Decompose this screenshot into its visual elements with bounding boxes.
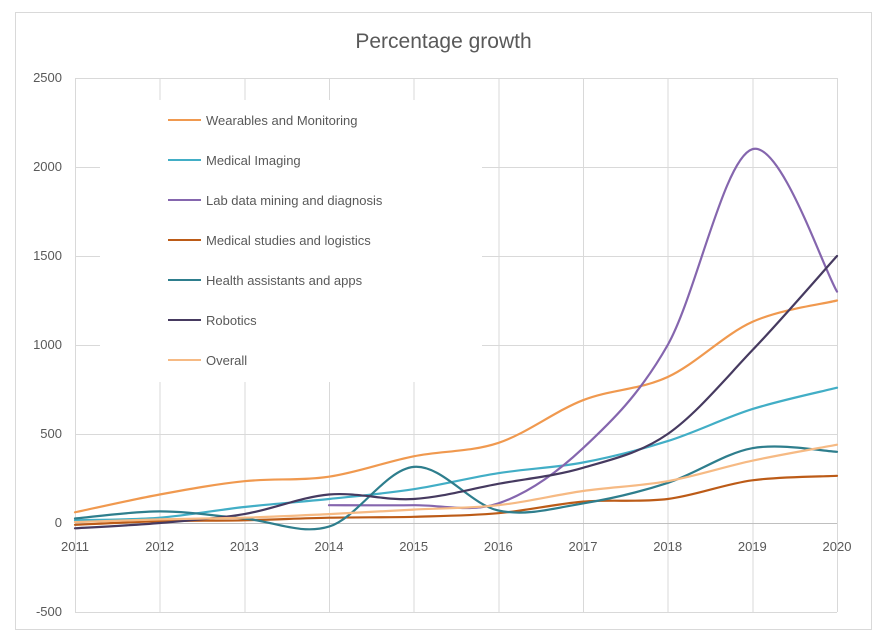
legend-label: Overall [206, 352, 248, 368]
y-axis-tick-label: 0 [54, 515, 62, 530]
y-axis-tick-label: 2000 [33, 159, 62, 174]
legend-label: Medical Imaging [206, 152, 301, 168]
legend-label: Wearables and Monitoring [206, 112, 358, 128]
y-axis-tick-label: 500 [40, 426, 62, 441]
series-line-medical-imaging [73, 386, 839, 522]
series-line-lab-data-mining-and-diagnosis [327, 148, 839, 510]
legend-line-swatch [168, 158, 201, 162]
series-line-health-assistants-and-apps [73, 445, 839, 531]
x-axis-tick-label: 2014 [314, 539, 344, 554]
series-line-medical-studies-and-logistics [73, 474, 839, 526]
chart-title: Percentage growth [355, 30, 532, 53]
x-axis-tick-label: 2012 [145, 539, 175, 554]
legend-item-medical-studies-and-logistics: Medical studies and logistics [100, 220, 482, 260]
legend-label: Lab data mining and diagnosis [206, 192, 383, 208]
legend-label: Health assistants and apps [206, 272, 363, 288]
x-axis-tick-label: 2016 [483, 539, 513, 554]
legend-item-health-assistants-and-apps: Health assistants and apps [100, 260, 482, 300]
x-axis-tick-label: 2015 [399, 539, 429, 554]
x-axis-tick-label: 2013 [229, 539, 259, 554]
series-line-overall [73, 443, 839, 524]
legend-line-swatch [168, 318, 201, 322]
x-axis-tick-label: 2011 [61, 539, 89, 554]
y-axis-tick-label: 1500 [33, 248, 62, 263]
y-axis-tick-label: 2500 [33, 70, 62, 85]
legend-item-medical-imaging: Medical Imaging [100, 140, 482, 180]
x-axis-tick-label: 2018 [653, 539, 683, 554]
legend-line-swatch [168, 238, 201, 242]
legend-label: Medical studies and logistics [206, 232, 371, 248]
legend-line-swatch [168, 118, 201, 122]
x-axis-tick-label: 2019 [737, 539, 767, 554]
legend-item-robotics: Robotics [100, 300, 482, 340]
x-axis-tick-label: 2020 [822, 539, 852, 554]
legend-line-swatch [168, 278, 201, 282]
legend: Wearables and Monitoring Medical Imaging L… [100, 100, 482, 382]
y-axis-tick-label: -500 [35, 604, 62, 619]
legend-line-swatch [168, 198, 201, 202]
legend-item-wearables-and-monitoring: Wearables and Monitoring [100, 100, 482, 140]
legend-item-lab-data-mining-and-diagnosis: Lab data mining and diagnosis [100, 180, 482, 220]
series-line-wearables-and-monitoring [73, 299, 839, 514]
x-axis-tick-label: 2017 [568, 539, 598, 554]
y-axis-tick-label: 1000 [33, 337, 62, 352]
legend-line-swatch [168, 358, 201, 362]
legend-item-overall: Overall [100, 340, 482, 380]
legend-label: Robotics [206, 312, 257, 328]
